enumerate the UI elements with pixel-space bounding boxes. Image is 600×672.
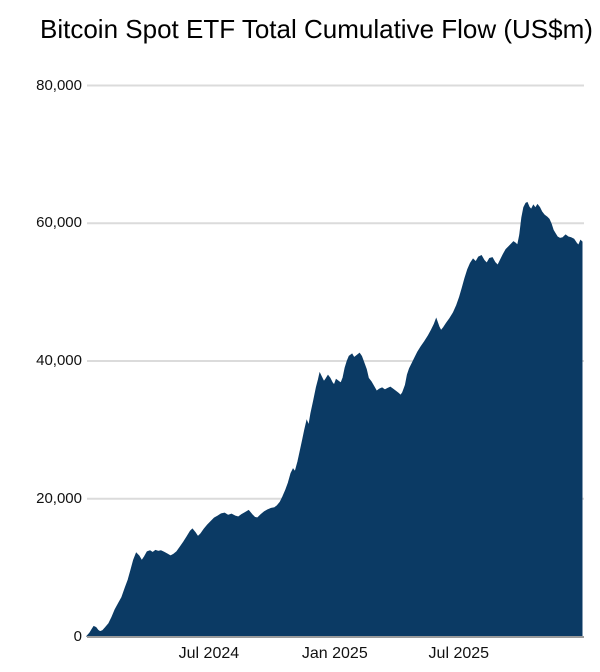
area-series-total-cumulative-flow xyxy=(86,201,583,637)
y-axis-tick-label: 40,000 xyxy=(36,352,82,369)
x-axis-tick-label: Jul 2025 xyxy=(428,645,490,662)
y-axis-tick-label: 20,000 xyxy=(36,489,82,507)
y-axis-tick-label: 80,000 xyxy=(36,76,82,94)
x-axis-tick-label: Jul 2024 xyxy=(178,645,240,662)
y-axis-tick-label: 60,000 xyxy=(36,214,82,232)
x-axis-tick-label: Jan 2025 xyxy=(301,645,368,662)
chart-title: Bitcoin Spot ETF Total Cumulative Flow (… xyxy=(40,14,593,44)
y-axis-tick-label: 0 xyxy=(73,627,82,645)
